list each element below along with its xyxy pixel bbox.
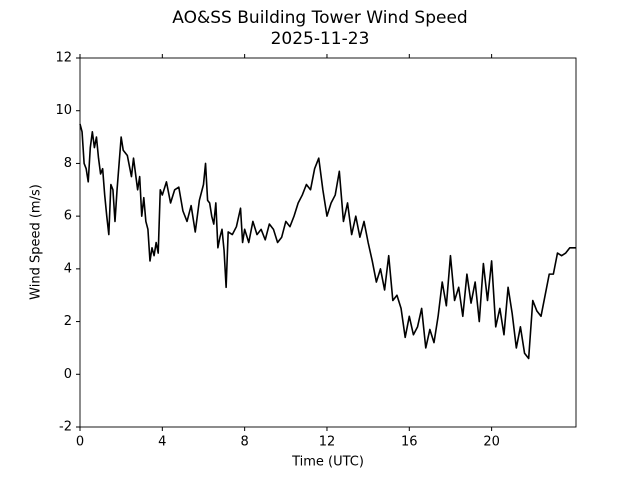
y-tick-label: 8 [64,156,72,171]
y-tick-label: 2 [64,314,72,329]
x-tick-label: 16 [401,435,418,450]
x-tick-label: 8 [241,435,249,450]
chart-title: AO&SS Building Tower Wind Speed [172,8,467,28]
x-tick-label: 4 [158,435,166,450]
x-tick-label: 0 [76,435,84,450]
y-tick-label: -2 [59,420,72,435]
x-axis-label: Time (UTC) [291,455,364,470]
y-tick-label: 6 [64,209,72,224]
y-axis-label: Wind Speed (m/s) [29,184,44,300]
y-tick-label: 12 [55,51,72,66]
wind-line [79,123,576,360]
y-tick-label: 10 [55,103,72,118]
chart-subtitle: 2025-11-23 [271,29,370,49]
y-tick-label: 0 [64,367,72,382]
plot-frame [79,57,577,428]
x-tick-label: 12 [319,435,336,450]
x-tick-label: 20 [483,435,500,450]
y-tick-label: 4 [64,261,72,276]
